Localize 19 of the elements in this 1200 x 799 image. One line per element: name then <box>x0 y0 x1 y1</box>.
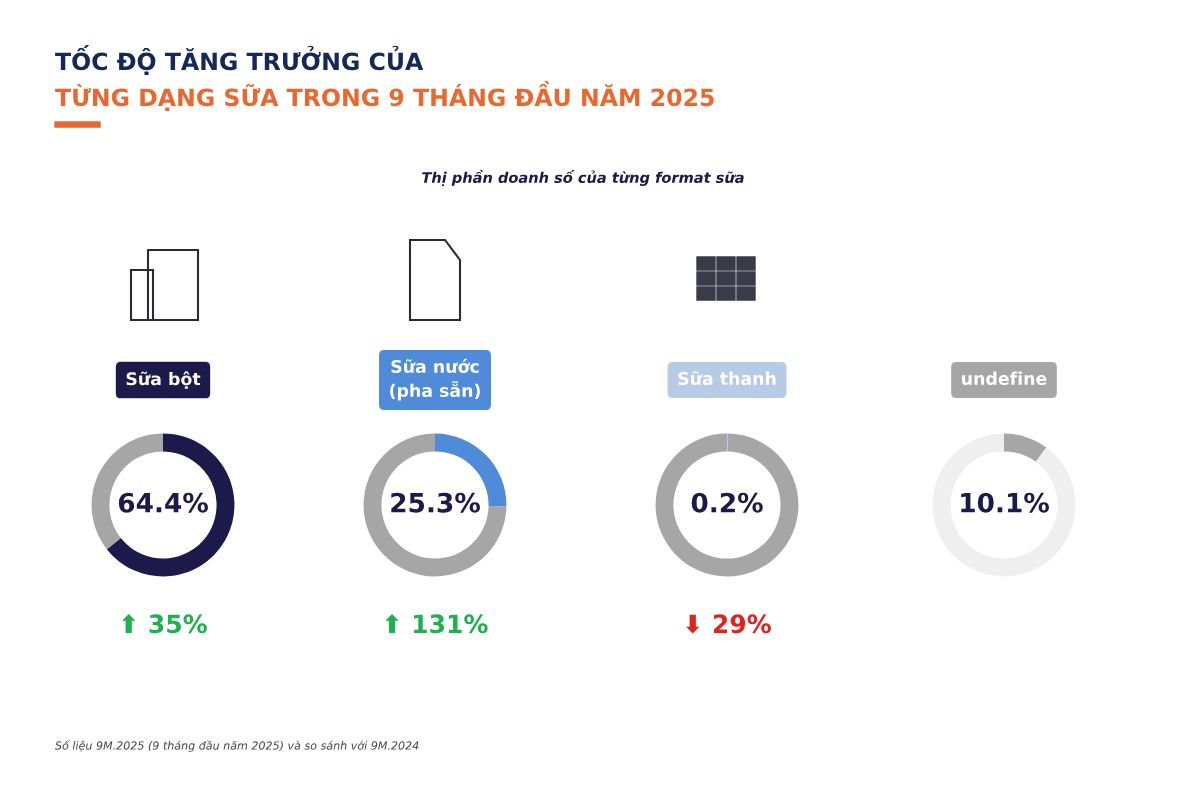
text: TỐC ĐỘ TĂNG TRƯỞNG CỦA <box>55 45 424 75</box>
text: Thị phần doanh số của từng format sữa <box>422 170 744 186</box>
chart-title: Sữa nước (pha sẵn) <box>390 358 480 401</box>
text: ⬆ 131% <box>385 614 488 634</box>
chart-title: Sữa bột <box>126 371 201 389</box>
chart-title: Sữa thanh <box>678 371 776 386</box>
donut-slice <box>932 433 1076 577</box>
donut-slice <box>106 433 235 577</box>
text: ⬇ 29% <box>686 614 771 634</box>
data-label: 64.4% <box>118 492 208 513</box>
donut-slice <box>1004 433 1047 462</box>
chart-title: undefine <box>962 371 1047 386</box>
text: ⬆ 35% <box>122 614 207 634</box>
text: Số liệu 9M.2025 (9 tháng đầu năm 2025) và so sánh với 9M.2024 <box>55 740 419 752</box>
text: TỪNG DẠNG SỮA TRONG 9 THÁNG ĐẦU NĂM 2025 <box>55 81 714 111</box>
data-label: 10.1% <box>961 492 1049 513</box>
data-label: 0.2% <box>691 492 763 513</box>
donut-slice <box>363 433 507 577</box>
data-label: 25.3% <box>391 492 480 513</box>
